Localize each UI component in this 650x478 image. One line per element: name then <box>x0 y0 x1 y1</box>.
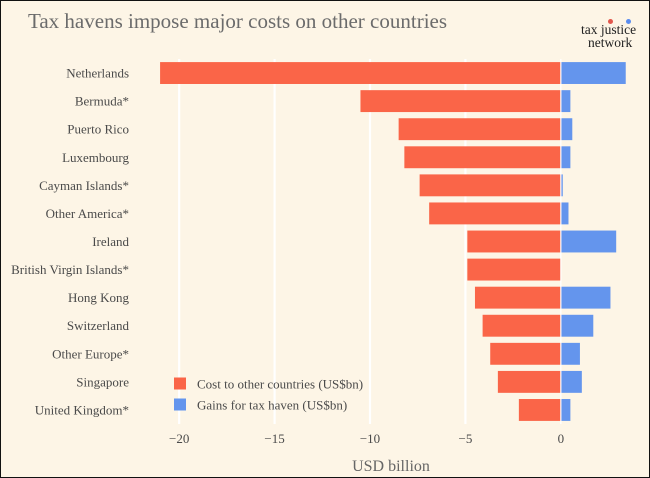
gain-bar <box>560 62 626 84</box>
category-label: Hong Kong <box>68 290 130 305</box>
category-label: Luxembourg <box>62 150 129 165</box>
x-tick-label: −5 <box>459 431 473 446</box>
gain-bar <box>560 342 580 365</box>
category-label: Netherlands <box>66 66 129 81</box>
x-tick-label: −20 <box>169 431 189 446</box>
logo-dot-blue <box>626 19 631 24</box>
logo-line-1: tax justice <box>581 22 637 37</box>
category-label: Puerto Rico <box>67 122 129 137</box>
category-label: Switzerland <box>67 318 130 333</box>
cost-bar <box>482 314 561 337</box>
category-label: Ireland <box>92 234 129 249</box>
category-label: United Kingdom* <box>35 402 129 417</box>
logo-dot-red <box>608 19 613 24</box>
x-axis-label: USD billion <box>352 458 430 475</box>
cost-bar <box>360 90 561 113</box>
category-label: British Virgin Islands* <box>11 262 129 277</box>
gain-bar <box>560 399 571 421</box>
chart-title: Tax havens impose major costs on other c… <box>28 9 448 33</box>
gain-bar <box>560 370 582 393</box>
cost-bar <box>518 399 561 421</box>
cost-bar <box>474 286 561 309</box>
cost-bar <box>429 202 561 225</box>
legend-swatch <box>174 377 186 390</box>
cost-bar <box>467 230 561 253</box>
category-label: Other Europe* <box>52 346 129 361</box>
cost-bar <box>467 258 561 281</box>
x-tick-label: −15 <box>264 431 284 446</box>
legend-label: Cost to other countries (US$bn) <box>197 377 363 392</box>
logo-line-2: network <box>588 35 633 50</box>
cost-bar <box>419 174 561 197</box>
gain-bar <box>560 202 569 225</box>
gain-bar <box>560 174 563 197</box>
gain-bar <box>560 146 571 169</box>
tax-justice-network-logo: tax justice network <box>579 19 645 57</box>
category-label: Bermuda* <box>75 94 129 109</box>
cost-bar <box>497 370 561 393</box>
cost-bar <box>404 146 561 169</box>
gain-bar <box>560 90 571 113</box>
gain-bar <box>560 314 594 337</box>
x-tick-label: −10 <box>360 431 380 446</box>
legend-swatch <box>174 398 186 411</box>
gain-bar <box>560 230 617 253</box>
cost-bar <box>398 118 561 141</box>
category-label: Other America* <box>46 206 129 221</box>
cost-bar <box>490 342 561 365</box>
cost-bar <box>160 62 561 84</box>
x-tick-label: 0 <box>558 431 565 446</box>
category-label: Singapore <box>76 374 129 389</box>
category-label: Cayman Islands* <box>39 178 129 193</box>
gain-bar <box>560 286 611 309</box>
legend-label: Gains for tax haven (US$bn) <box>197 398 347 413</box>
gain-bar <box>560 118 573 141</box>
